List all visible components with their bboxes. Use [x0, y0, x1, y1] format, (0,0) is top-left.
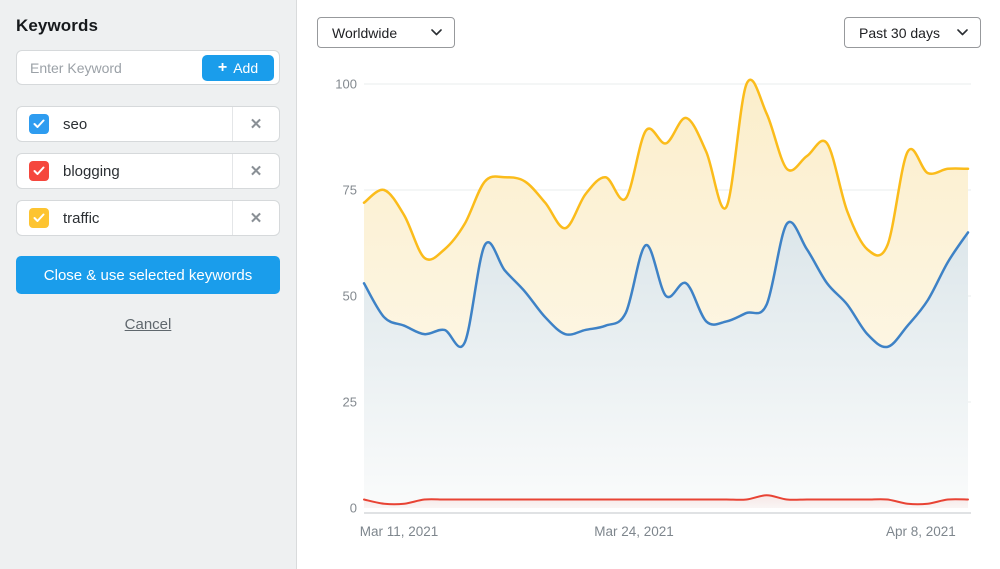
- checkbox-traffic[interactable]: [29, 208, 49, 228]
- add-keyword-button[interactable]: + Add: [202, 55, 274, 81]
- svg-text:50: 50: [343, 289, 357, 304]
- cancel-link[interactable]: Cancel: [124, 316, 172, 333]
- svg-text:0: 0: [350, 501, 357, 516]
- region-dropdown-value: Worldwide: [332, 24, 398, 41]
- chip-divider: [232, 201, 233, 235]
- svg-text:75: 75: [343, 183, 357, 198]
- keyword-label: traffic: [63, 209, 100, 227]
- plus-icon: +: [217, 58, 228, 76]
- time-range-dropdown[interactable]: Past 30 days: [844, 17, 981, 48]
- checkbox-seo[interactable]: [29, 114, 49, 134]
- chip-divider: [232, 154, 233, 188]
- trends-panel: Worldwide Past 30 days 0 25 50 75 100 Mar 11,…: [298, 0, 1000, 569]
- remove-keyword-icon[interactable]: ✕: [249, 210, 263, 227]
- svg-text:Mar 11, 2021: Mar 11, 2021: [360, 524, 439, 539]
- chevron-down-icon: [431, 29, 442, 36]
- add-button-label: Add: [233, 60, 259, 76]
- keyword-input[interactable]: [17, 51, 197, 84]
- svg-text:25: 25: [343, 395, 357, 410]
- sidebar-title: Keywords: [16, 16, 99, 35]
- keyword-input-box: + Add: [16, 50, 280, 85]
- chip-divider: [232, 107, 233, 141]
- checkmark-icon: [33, 213, 45, 222]
- keyword-chip-blogging: blogging ✕: [16, 153, 280, 189]
- checkbox-blogging[interactable]: [29, 161, 49, 181]
- checkmark-icon: [33, 166, 45, 175]
- keywords-sidebar: Keywords + Add seo ✕ blogging ✕: [0, 0, 297, 569]
- keyword-label: seo: [63, 115, 88, 133]
- keyword-chip-seo: seo ✕: [16, 106, 280, 142]
- remove-keyword-icon[interactable]: ✕: [249, 163, 263, 180]
- keyword-label: blogging: [63, 162, 120, 180]
- time-range-dropdown-value: Past 30 days: [859, 24, 940, 41]
- svg-text:Apr 8, 2021: Apr 8, 2021: [886, 524, 956, 539]
- svg-text:100: 100: [335, 77, 357, 92]
- trends-chart: 0 25 50 75 100 Mar 11, 2021 Mar 24, 2021 Apr 8,…: [335, 77, 971, 539]
- svg-text:Mar 24, 2021: Mar 24, 2021: [594, 524, 674, 539]
- chevron-down-icon: [957, 29, 968, 36]
- keyword-chip-traffic: traffic ✕: [16, 200, 280, 236]
- close-use-keywords-button[interactable]: Close & use selected keywords: [16, 256, 280, 294]
- remove-keyword-icon[interactable]: ✕: [249, 116, 263, 133]
- region-dropdown[interactable]: Worldwide: [317, 17, 455, 48]
- checkmark-icon: [33, 119, 45, 128]
- keyword-list: seo ✕ blogging ✕ traffic ✕: [16, 106, 280, 236]
